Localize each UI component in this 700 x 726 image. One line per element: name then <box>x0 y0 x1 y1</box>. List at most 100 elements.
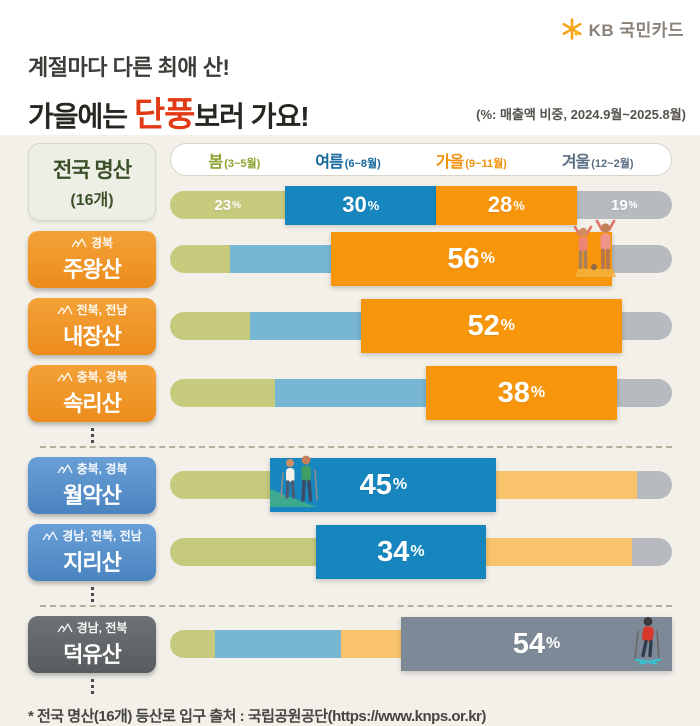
mountain-region-text: 충북, 경북 <box>76 370 128 384</box>
mountain-row-지리산: 경남, 전북, 전남 지리산 34% <box>28 520 672 584</box>
hikers-walking-illustration <box>270 455 334 512</box>
segment-unit: % <box>392 476 408 493</box>
hikers-walking-illustration <box>270 455 319 507</box>
mountain-name: 월악산 <box>63 483 122 508</box>
segment-value: 30 <box>342 192 367 217</box>
season-legend: 봄 (3~5월) 여름 (6~8월) 가을 (9~11월) 겨울 (12~2월) <box>170 143 672 176</box>
segment-unit: % <box>410 543 425 560</box>
skier-illustration <box>634 617 662 665</box>
title-line2: 가을에는 단풍보러 가요! <box>28 87 672 136</box>
vertical-dots <box>90 679 94 694</box>
bar-segment-spring <box>170 379 276 407</box>
segment-unit: % <box>628 199 638 211</box>
mountain-row-속리산: 충북, 경북 속리산 38% <box>28 361 672 425</box>
segment-unit: % <box>513 197 525 213</box>
bar-segment-summer <box>250 312 361 340</box>
segment-unit: % <box>232 199 242 211</box>
summary-right: 봄 (3~5월) 여름 (6~8월) 가을 (9~11월) 겨울 (12~2월) 23% 30%… <box>170 143 672 227</box>
kb-logo: KB 국민카드 <box>560 16 684 41</box>
segment-value: 52 <box>467 309 500 342</box>
legend-months-label: (3~5월) <box>224 157 261 170</box>
bar-segment-spring <box>170 538 316 566</box>
legend-season-label: 봄 <box>208 153 223 171</box>
segment-value: 54 <box>512 627 545 660</box>
mountain-icon <box>71 238 87 248</box>
bar-segment-autumn <box>496 471 637 499</box>
mountain-rows: 경북 주왕산 56% 전북, 전남 내장산 52% 충북, 경북 속리산 38% 충북, 경북 월악… <box>0 219 700 695</box>
mountain-region: 충북, 경북 <box>57 460 128 477</box>
stacked-bar-주왕산: 56% <box>170 219 672 291</box>
bar-segment-winter <box>636 471 672 499</box>
mountain-region-text: 경남, 전북 <box>76 621 128 635</box>
bar-segment-spring <box>170 245 231 273</box>
legend-months-label: (6~8월) <box>344 157 381 170</box>
legend-months-label: (12~2월) <box>591 157 634 170</box>
segment-value: 38 <box>497 376 530 409</box>
segment-unit: % <box>545 635 561 652</box>
stacked-bar-덕유산: 54% <box>170 612 672 676</box>
legend-months-label: (9~11월) <box>465 157 507 170</box>
legend-season-label: 겨울 <box>561 153 590 171</box>
bar-segment-autumn: 52% <box>360 299 622 353</box>
mountain-name: 주왕산 <box>63 257 122 282</box>
title-line2-pre: 가을에는 <box>28 101 134 132</box>
bar-segment-summer: 30% <box>285 185 437 225</box>
mountain-row-월악산: 충북, 경북 월악산 45% <box>28 453 672 517</box>
bar-segment-winter <box>621 312 672 340</box>
bar-segment-autumn <box>486 538 632 566</box>
segment-value: 56 <box>447 242 480 275</box>
mountain-name: 지리산 <box>63 550 122 575</box>
bar-segment-summer <box>275 379 426 407</box>
skier-illustration <box>630 616 664 673</box>
bar-segment-spring <box>170 471 271 499</box>
bar-segment-autumn: 28% <box>436 185 577 225</box>
mountain-name: 덕유산 <box>63 642 122 667</box>
header: KB 국민카드 계절마다 다른 최애 산! 가을에는 단풍보러 가요! (%: … <box>0 0 700 135</box>
mountain-region: 경북 <box>71 234 113 251</box>
title-line2-post: 보러 가요! <box>194 101 309 132</box>
dashed-divider <box>40 605 672 607</box>
kb-star-icon <box>562 17 582 40</box>
brand-name: KB 국민카드 <box>588 21 684 40</box>
mountain-label-속리산: 충북, 경북 속리산 <box>28 364 156 422</box>
segment-unit: % <box>530 384 546 401</box>
mountain-icon <box>42 531 58 541</box>
segment-unit: % <box>480 250 495 267</box>
bar-segment-winter <box>616 379 672 407</box>
mountain-region: 경남, 전북 <box>57 619 128 636</box>
legend-item-봄: 봄 (3~5월) <box>208 148 260 172</box>
continuation-ellipsis <box>28 428 156 444</box>
mountain-region-text: 전북, 전남 <box>76 303 128 317</box>
bar-segment-spring <box>170 312 251 340</box>
legend-item-여름: 여름 (6~8월) <box>315 148 381 172</box>
chart-note: (%: 매출액 비중, 2024.9월~2025.8월) <box>476 107 686 122</box>
title-line1: 계절마다 다른 최애 산! <box>28 55 230 80</box>
bar-segment-autumn <box>340 630 401 658</box>
national-summary-label: 전국 명산 (16개) <box>28 143 156 221</box>
legend-item-가을: 가을 (9~11월) <box>436 148 507 172</box>
stacked-bar-내장산: 52% <box>170 294 672 358</box>
legend-season-label: 가을 <box>435 153 464 171</box>
bar-segment-winter: 19% <box>576 191 672 219</box>
vertical-dots <box>90 587 94 602</box>
segment-value: 19 <box>610 196 628 214</box>
bar-segment-winter <box>611 245 672 273</box>
mountain-region-text: 충북, 경북 <box>76 462 128 476</box>
continuation-ellipsis <box>28 587 156 603</box>
dashed-divider <box>40 446 672 448</box>
source-note: * 전국 명산(16개) 등산로 입구 출처 : 국립공원공단(https://… <box>28 708 486 725</box>
mountain-icon <box>57 305 73 315</box>
mountain-region: 경남, 전북, 전남 <box>42 527 142 544</box>
national-summary-section: 전국 명산 (16개) 봄 (3~5월) 여름 (6~8월) 가을 (9~11월) 겨울 (1… <box>28 143 672 227</box>
title-line2-highlight: 단풍 <box>133 96 196 134</box>
mountain-icon <box>57 372 73 382</box>
mountain-region-text: 경남, 전북, 전남 <box>62 529 142 543</box>
legend-season-label: 여름 <box>315 153 343 171</box>
continuation-ellipsis <box>28 679 156 695</box>
bar-segment-spring <box>170 630 216 658</box>
bar-segment-winter: 54% <box>400 616 672 673</box>
mountain-row-주왕산: 경북 주왕산 56% <box>28 219 672 291</box>
mountain-region-text: 경북 <box>90 236 114 250</box>
